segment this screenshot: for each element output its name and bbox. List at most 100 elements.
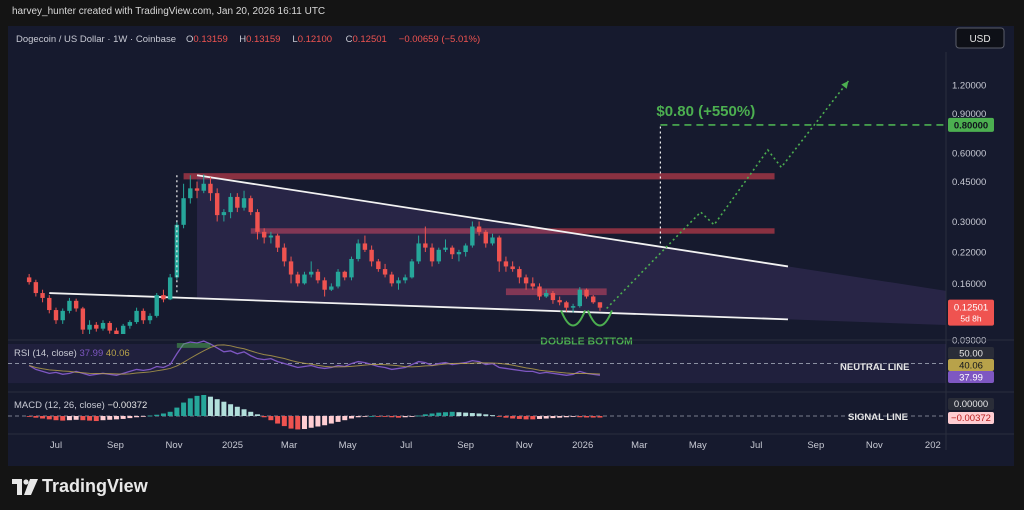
macd-histogram-bar (543, 416, 549, 419)
candle-body (389, 274, 394, 284)
candle-body (100, 322, 106, 329)
candle-body (114, 330, 119, 334)
time-tick-label: May (689, 440, 707, 451)
price-axis[interactable]: 1.20000 0.90000 0.60000 0.45000 0.30000 0.220… (945, 52, 994, 450)
symbol-title: Dogecoin / US Dollar · 1W · Coinbase (16, 34, 176, 45)
candle (416, 235, 421, 264)
candle (127, 320, 133, 329)
macd-histogram-bar (442, 412, 448, 416)
candle (87, 320, 92, 334)
candle (436, 247, 441, 264)
candle (60, 308, 65, 324)
currency-button-frame[interactable] (955, 27, 1005, 49)
candle (550, 291, 556, 304)
candle (537, 283, 542, 301)
currency-label[interactable]: USD (969, 34, 990, 45)
candle (389, 271, 394, 287)
candle-body (443, 247, 448, 250)
macd-histogram-bar (80, 416, 86, 421)
candle-body (423, 243, 428, 248)
chart-header: Dogecoin / US Dollar · 1W · Coinbase O0.1… (16, 27, 1005, 49)
candle (100, 320, 106, 331)
time-tick-label: Jul (750, 440, 762, 451)
macd-histogram-bar (26, 416, 32, 417)
macd-histogram-bar (281, 416, 287, 427)
macd-title: MACD (12, 26, close) −0.00372 (14, 400, 147, 411)
candle-body (376, 261, 381, 270)
candle-body (416, 243, 421, 262)
rsi-axis-label: 40.06 (959, 361, 983, 372)
candle (26, 273, 32, 285)
candle-body (523, 277, 529, 284)
macd-histogram-bar (416, 415, 422, 417)
candle (94, 322, 99, 332)
macd-panel: MACD (12, 26, close) −0.00372 SIGNAL LINE… (8, 391, 1014, 430)
candle-body (584, 289, 589, 297)
time-tick-label: Sep (807, 440, 824, 451)
candle-body (530, 283, 535, 287)
candle (570, 303, 576, 313)
currency-button[interactable]: USD (955, 27, 1005, 49)
macd-axis-label: −0.00372 (951, 413, 991, 424)
candle (577, 287, 583, 308)
candle (470, 221, 475, 248)
candle (67, 297, 72, 314)
candle-body (369, 249, 374, 262)
signal-line-label: SIGNAL LINE (848, 412, 908, 423)
macd-histogram-bar (369, 416, 375, 417)
macd-histogram-bar (523, 416, 529, 420)
time-tick-label: Jul (400, 440, 412, 451)
macd-histogram-bar (503, 416, 509, 418)
macd-histogram-bar (469, 413, 475, 416)
rsi-axis-badge (948, 359, 994, 371)
annotations: $0.80 (+550%) DOUBLE BOTTOM (176, 80, 946, 348)
candle-body (134, 310, 139, 323)
macd-axis-badge (948, 412, 994, 424)
candle (194, 181, 200, 199)
tradingview-logo[interactable]: TradingView (12, 476, 148, 497)
macd-histogram-bar (395, 416, 401, 418)
candle-body (33, 282, 39, 294)
price-tick-label: 1.20000 (952, 81, 986, 92)
candle-body (288, 261, 294, 275)
candle-body (564, 302, 569, 308)
candle (376, 258, 381, 272)
last-price-badge (948, 299, 994, 326)
candle-body (201, 183, 206, 191)
macd-histogram-bar (537, 416, 543, 419)
time-tick-label: 2025 (222, 440, 243, 451)
time-tick-label: Sep (457, 440, 474, 451)
candle-body (409, 261, 415, 278)
candle (476, 221, 482, 236)
candle (362, 235, 368, 253)
macd-histogram-bar (214, 399, 220, 416)
candle (214, 188, 220, 222)
macd-histogram-bar (174, 407, 180, 416)
candle-body (167, 277, 173, 300)
macd-histogram-bar (120, 416, 126, 419)
macd-histogram-bar (268, 416, 274, 421)
candle-body (335, 271, 341, 287)
candle-body (141, 310, 146, 321)
candle-body (228, 196, 233, 213)
macd-histogram-bar (167, 411, 173, 416)
candle (228, 193, 233, 219)
candle (221, 209, 227, 222)
macd-histogram-bar (221, 401, 227, 416)
candle-body (349, 258, 354, 278)
ohlc-h: H0.13159 (239, 34, 280, 45)
time-axis[interactable]: Jul Sep Nov 2025 Mar May Jul Sep Nov 2026 Mar May Ju… (8, 433, 1014, 451)
time-tick-label: Jul (50, 440, 62, 451)
macd-histogram-bar (456, 412, 462, 416)
candle (490, 233, 495, 246)
candle (167, 273, 173, 301)
candle-body (208, 183, 213, 194)
price-chart[interactable]: Dogecoin / US Dollar · 1W · Coinbase O0.1… (8, 26, 1014, 466)
time-tick-label: Nov (166, 440, 183, 451)
trendline-upper (196, 174, 789, 268)
macd-histogram-bar (73, 416, 79, 420)
macd-histogram-bar (449, 411, 455, 416)
candle (530, 277, 535, 290)
candle-body (490, 237, 495, 244)
candle (503, 256, 509, 272)
